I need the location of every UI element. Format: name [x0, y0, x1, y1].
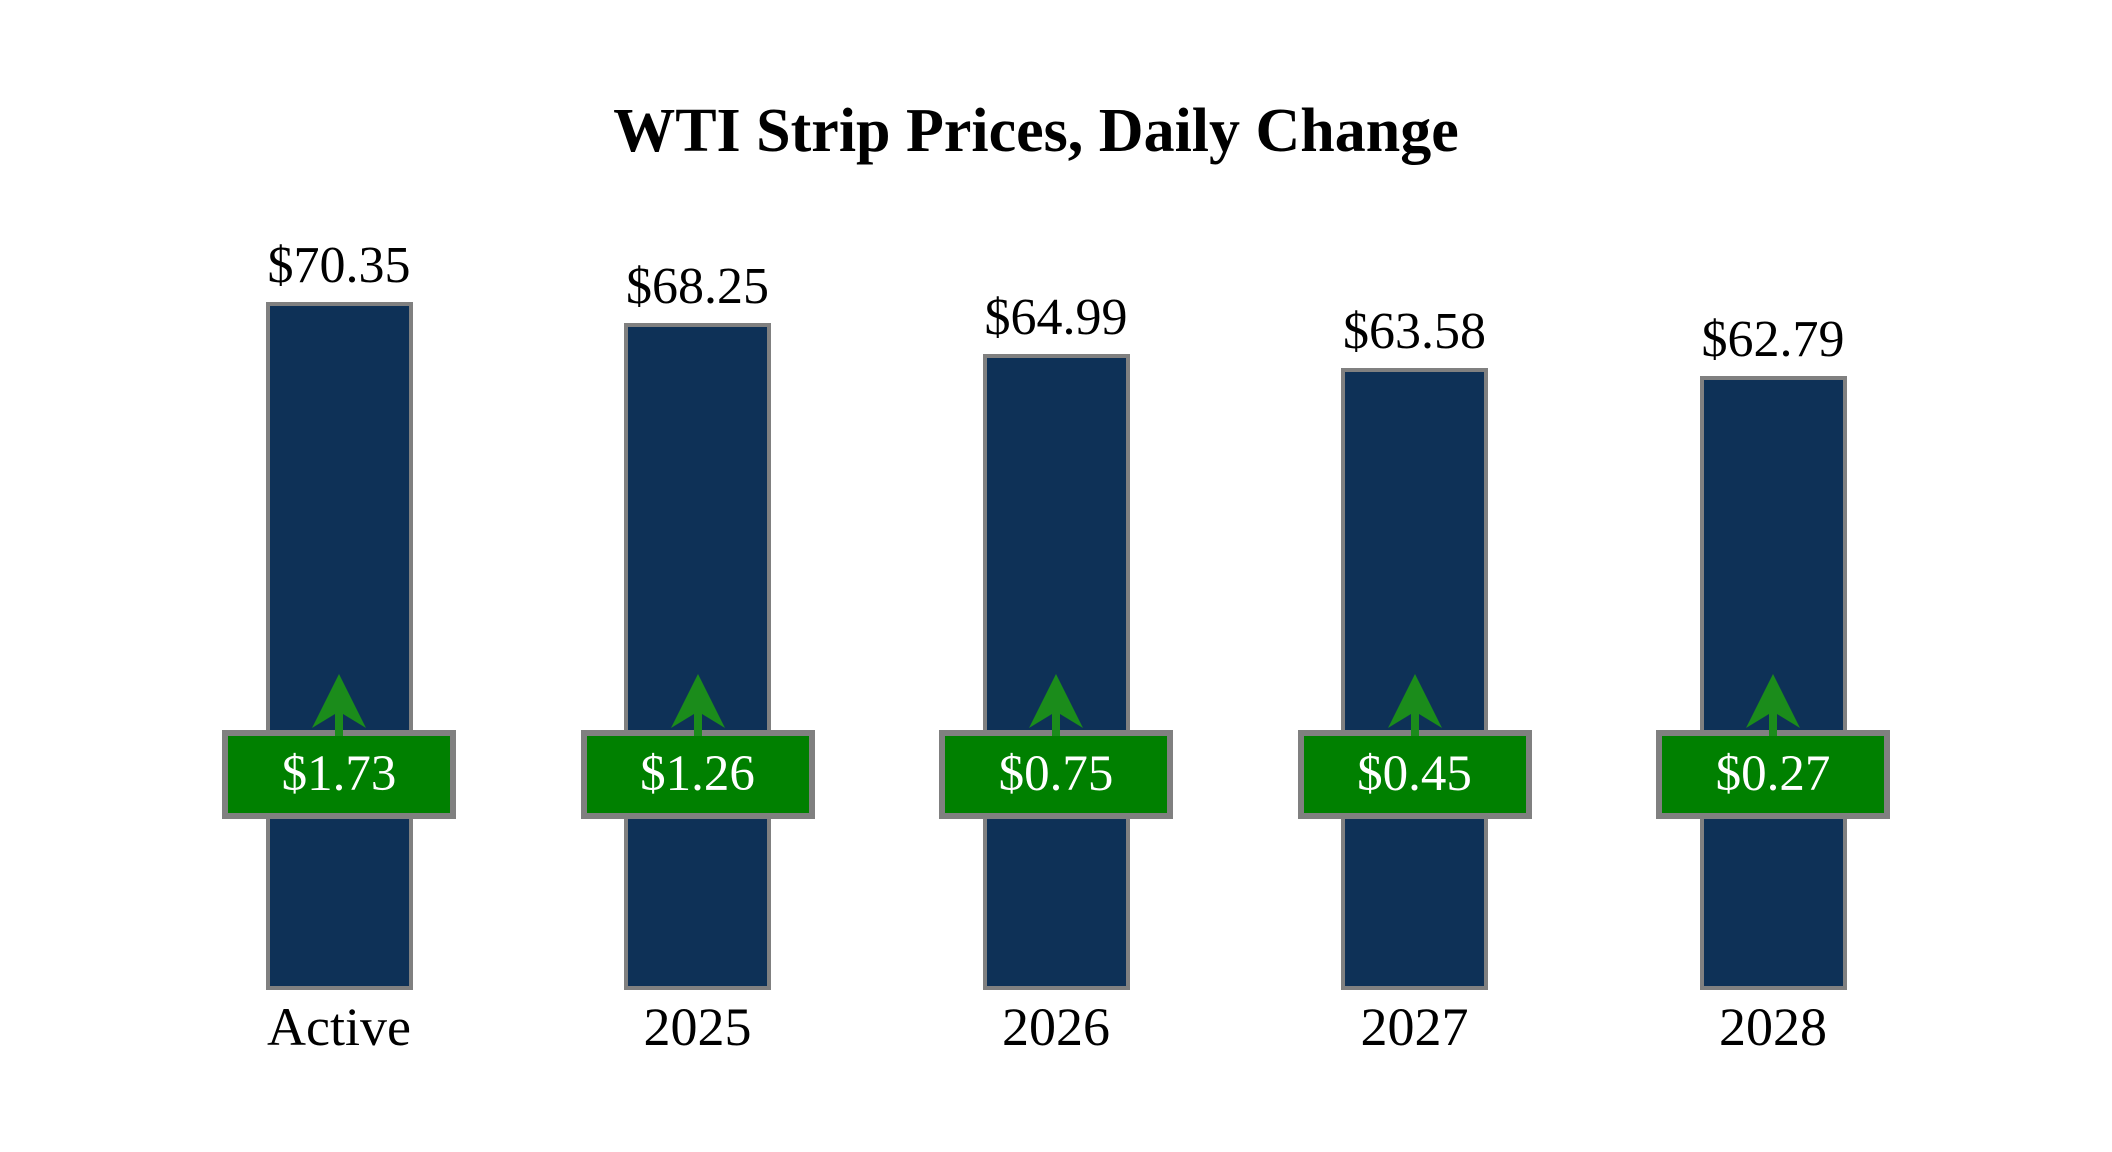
- price-bar: [1341, 368, 1488, 990]
- change-badge: $1.73: [222, 730, 456, 819]
- up-arrow-icon: [312, 674, 366, 736]
- price-bar: [265, 302, 413, 990]
- price-bar: [982, 354, 1130, 990]
- change-value: $0.27: [1715, 746, 1831, 802]
- category-label: 2027: [1360, 997, 1469, 1057]
- price-label: $63.58: [1343, 303, 1486, 360]
- up-arrow-icon: [670, 674, 725, 736]
- chart-title: WTI Strip Prices, Daily Change: [613, 97, 1459, 165]
- price-label: $62.79: [1701, 311, 1845, 368]
- change-badge: $0.45: [1297, 730, 1532, 819]
- change-badge: $1.26: [580, 730, 815, 819]
- price-label: $64.99: [984, 289, 1128, 346]
- price-label: $70.35: [267, 237, 411, 294]
- change-badge: $0.27: [1656, 730, 1890, 819]
- change-value: $0.75: [998, 746, 1114, 802]
- price-bar: [1699, 376, 1847, 990]
- category-label: 2025: [643, 997, 752, 1057]
- change-value: $0.45: [1357, 746, 1472, 802]
- up-arrow-icon: [1387, 674, 1442, 736]
- category-label: 2026: [1002, 997, 1110, 1057]
- up-arrow-icon: [1029, 674, 1083, 736]
- price-bar: [624, 323, 771, 990]
- category-label: 2028: [1719, 997, 1827, 1057]
- category-label: Active: [267, 997, 411, 1057]
- change-value: $1.26: [640, 746, 755, 802]
- change-value: $1.73: [281, 746, 397, 802]
- price-label: $68.25: [626, 258, 769, 315]
- up-arrow-icon: [1746, 674, 1800, 736]
- change-badge: $0.75: [939, 730, 1173, 819]
